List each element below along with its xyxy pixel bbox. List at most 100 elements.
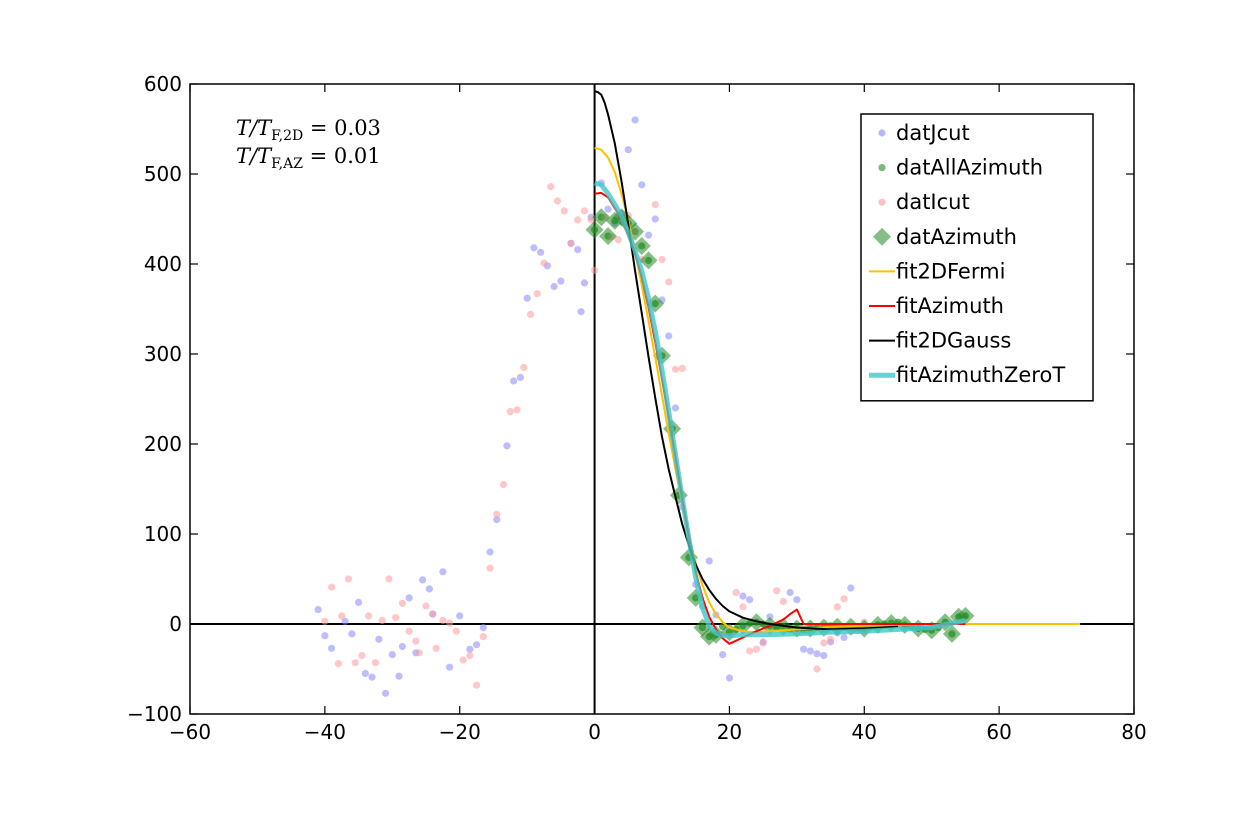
dat-jcut-point <box>574 246 582 254</box>
legend-fit2dfermi-label: fit2DFermi <box>896 259 1005 283</box>
legend-dat-all-azimuth-label: datAllAzimuth <box>896 156 1043 180</box>
dat-jcut-point <box>439 568 447 576</box>
dat-jcut-point <box>746 596 754 604</box>
y-tick-label: −100 <box>127 702 182 726</box>
dat-jcut-point <box>604 205 612 213</box>
y-tick-label: 300 <box>144 342 182 366</box>
dat-jcut-point <box>314 606 322 614</box>
dat-icut-point <box>358 651 366 660</box>
dat-azimuth-point <box>599 227 618 246</box>
dat-jcut-point <box>671 404 680 412</box>
dat-jcut-point <box>719 651 727 659</box>
dat-icut-point <box>520 363 528 372</box>
dat-icut-point <box>472 681 481 689</box>
dat-icut-point <box>526 310 535 318</box>
dat-icut-point <box>587 216 595 224</box>
dat-jcut-point <box>348 630 356 638</box>
dat-icut-point <box>459 656 467 664</box>
dat-icut-point <box>759 639 767 647</box>
dat-icut-point <box>432 644 440 652</box>
legend-box <box>860 113 1094 402</box>
dat-jcut-point <box>388 651 396 659</box>
dat-icut-point <box>392 614 400 622</box>
dat-icut-point <box>574 216 582 224</box>
dat-icut-point <box>739 603 747 611</box>
dat-azimuth-point <box>942 624 961 643</box>
dat-jcut-point <box>537 248 545 256</box>
x-tick-label: −20 <box>439 720 481 744</box>
dat-icut-point <box>334 660 342 668</box>
dat-jcut-point <box>530 244 538 252</box>
legend-dat-azimuth-label: datAzimuth <box>896 225 1017 249</box>
plot-frame <box>189 83 1135 715</box>
dat-azimuth-point <box>585 220 604 239</box>
dat-azimuth-point <box>592 208 611 227</box>
dat-icut-point <box>567 239 575 247</box>
legend-dat-jcut-swatch <box>878 129 886 137</box>
dat-icut-point <box>385 575 393 583</box>
dat-icut-point <box>540 259 548 267</box>
dat-icut-point <box>651 201 659 209</box>
dat-jcut-point <box>503 442 511 450</box>
dat-jcut-point <box>786 588 794 597</box>
dat-jcut-point <box>354 598 363 607</box>
dat-jcut-point <box>638 181 646 189</box>
legend: datJcut datAllAzimuth datIcut datAzimuth fit… <box>860 113 1094 402</box>
dat-icut-point <box>746 647 754 655</box>
dat-jcut-point <box>381 689 390 697</box>
dat-icut-point <box>365 612 373 620</box>
dat-jcut-point <box>472 641 481 649</box>
dat-icut-point <box>665 278 673 286</box>
dat-icut-point <box>826 635 835 643</box>
legend-dat-all-azimuth-swatch <box>878 164 886 172</box>
dat-icut-point <box>479 633 487 641</box>
dat-jcut-point <box>624 146 632 154</box>
dat-icut-point <box>422 602 430 610</box>
dat-icut-point <box>773 587 781 595</box>
y-tick-label: 400 <box>144 252 182 276</box>
dat-icut-point <box>499 480 508 489</box>
dat-jcut-point <box>793 596 801 604</box>
dat-icut-point <box>452 627 460 635</box>
dat-jcut-point <box>368 673 376 681</box>
dat-icut-point <box>779 597 787 606</box>
dat-icut-point <box>840 595 848 603</box>
dat-icut-point <box>813 665 821 673</box>
legend-fit-azimuth-zero-t-label: fitAzimuthZeroT <box>896 363 1065 387</box>
dat-jcut-point <box>665 332 673 340</box>
dat-icut-point <box>671 365 680 373</box>
dat-jcut-point <box>321 632 329 640</box>
dat-icut-point <box>533 290 541 298</box>
dat-jcut-point <box>557 277 565 285</box>
x-tick-label: 80 <box>1121 720 1146 744</box>
dat-icut-point <box>405 627 413 635</box>
dat-icut-point <box>678 364 686 372</box>
dat-jcut-point <box>847 584 855 592</box>
dat-jcut-point <box>806 647 814 655</box>
dat-jcut-point <box>644 231 653 239</box>
legend-dat-icut-label: datIcut <box>896 190 970 214</box>
dat-jcut-point <box>486 548 494 556</box>
dat-jcut-point <box>479 624 487 632</box>
dat-jcut-point <box>405 594 413 602</box>
dat-jcut-point <box>800 645 808 653</box>
dat-icut-point <box>415 649 423 657</box>
plot-area <box>190 84 1134 714</box>
dat-jcut-point <box>446 663 454 671</box>
dat-icut-point <box>344 575 353 583</box>
annotation-t-az: T/TF,AZ = 0.01 <box>236 144 381 172</box>
annotations: T/TF,2D = 0.03 T/TF,AZ = 0.01 <box>236 116 381 172</box>
dat-jcut-point <box>456 612 464 620</box>
dat-icut-point <box>439 616 447 625</box>
dat-jcut-point <box>328 644 336 652</box>
dat-jcut-point <box>840 633 848 642</box>
y-tick-label: 600 <box>144 72 182 96</box>
dat-icut-point <box>506 408 514 416</box>
y-tick-label: 100 <box>144 522 182 546</box>
dat-jcut-point <box>375 635 383 643</box>
dat-icut-point <box>351 659 359 667</box>
dat-icut-point <box>580 207 589 215</box>
dat-icut-point <box>590 266 599 274</box>
dat-jcut-point <box>419 576 427 584</box>
dat-jcut-point <box>577 308 585 316</box>
